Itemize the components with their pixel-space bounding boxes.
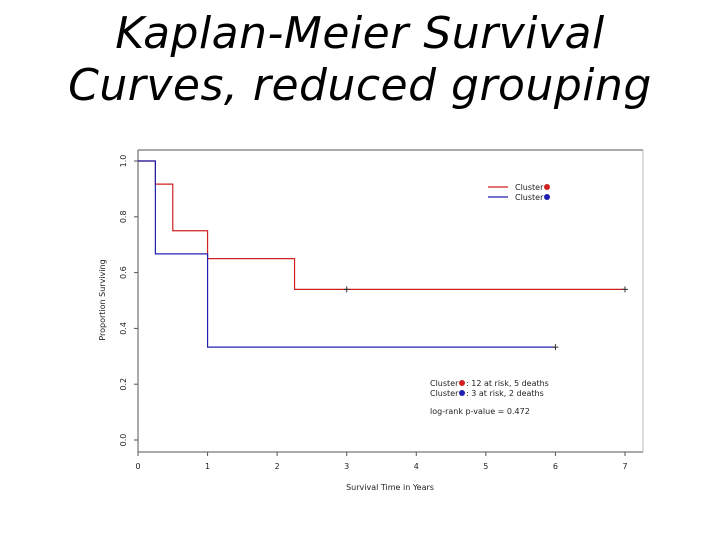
legend-dot-2 xyxy=(544,194,550,200)
x-tick-label: 1 xyxy=(205,462,210,471)
risk-line-dot-1 xyxy=(459,380,465,386)
y-tick-label: 0.6 xyxy=(119,266,128,279)
risk-line-text-1: : 12 at risk, 5 deaths xyxy=(466,379,549,388)
legend-dot-1 xyxy=(544,184,550,190)
y-axis-label: Proportion Surviving xyxy=(98,259,107,340)
y-tick-label: 0.4 xyxy=(119,322,128,335)
censor-mark xyxy=(622,286,628,293)
y-tick-label: 0.8 xyxy=(119,210,128,223)
censor-mark xyxy=(552,344,559,351)
risk-line-prefix-1: Cluster xyxy=(430,379,459,388)
survival-curve-2 xyxy=(138,160,556,348)
x-tick-label: 3 xyxy=(344,462,349,471)
risk-line-dot-2 xyxy=(459,390,465,396)
slide-title: Kaplan-Meier Survival Curves, reduced gr… xyxy=(0,8,720,112)
legend-label-2: Cluster xyxy=(515,193,544,202)
legend-label-1: Cluster xyxy=(515,183,544,192)
y-tick-label: 0.0 xyxy=(119,434,128,447)
chart-series xyxy=(138,160,628,351)
chart-annotations: Cluster : 12 at risk, 5 deaths Cluster : 3 … xyxy=(430,379,549,416)
risk-line-prefix-2: Cluster xyxy=(430,389,459,398)
x-axis-label: Survival Time in Years xyxy=(346,483,434,492)
x-tick-label: 7 xyxy=(622,462,627,471)
y-tick-label: 0.2 xyxy=(119,378,128,391)
p-value-label: log-rank p-value = 0.472 xyxy=(430,407,530,416)
survival-curve-1 xyxy=(138,160,625,290)
x-tick-label: 0 xyxy=(135,462,140,471)
x-tick-label: 5 xyxy=(483,462,488,471)
x-tick-label: 6 xyxy=(553,462,558,471)
x-tick-label: 4 xyxy=(414,462,419,471)
x-tick-label: 2 xyxy=(275,462,280,471)
censor-mark xyxy=(343,286,350,293)
risk-line-text-2: : 3 at risk, 2 deaths xyxy=(466,389,544,398)
title-line-2: Curves, reduced grouping xyxy=(68,60,652,111)
y-tick-label: 1.0 xyxy=(119,155,128,168)
chart-axes: 0 1 2 3 4 5 6 7 0.0 0.2 0.4 0.6 0.8 1.0 Survival Time … xyxy=(98,149,644,492)
title-line-1: Kaplan-Meier Survival xyxy=(115,8,605,59)
